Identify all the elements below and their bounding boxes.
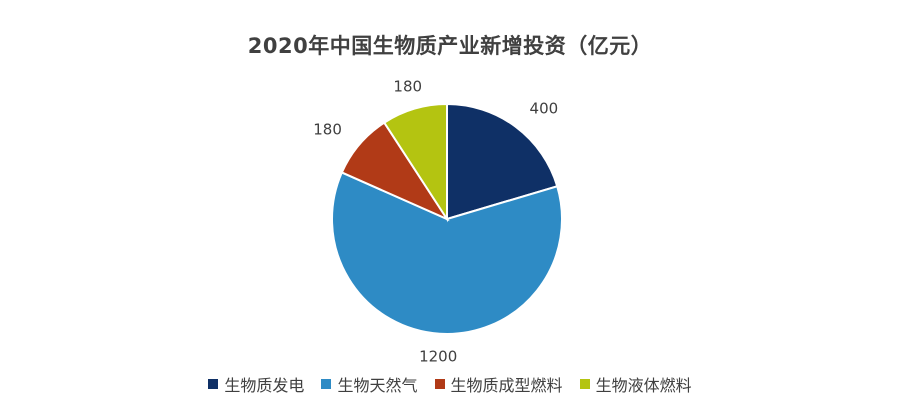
data-label-biogas: 1200 [419,348,457,366]
legend-item-solid-fuel: 生物质成型燃料 [434,372,563,396]
data-label-solid-fuel: 180 [313,121,342,139]
legend-swatch-biogas [321,379,332,389]
pie-slice-biomass-power [446,102,559,221]
legend-label-solid-fuel: 生物质成型燃料 [450,376,563,395]
data-label-liquid-fuel: 180 [393,78,422,96]
legend-label-biomass-power: 生物质发电 [224,376,305,395]
pie-slice-biogas [331,171,563,335]
legend-item-biogas: 生物天然气 [321,372,417,396]
legend-swatch-liquid-fuel [579,379,590,389]
legend-label-liquid-fuel: 生物液体燃料 [595,376,692,395]
legend-swatch-solid-fuel [434,379,445,389]
data-label-biomass-power: 400 [530,99,559,117]
pie-slice-liquid-fuel [382,102,448,223]
chart-title: 2020年中国生物质产业新增投资（亿元） [247,34,653,58]
legend-label-biogas: 生物天然气 [337,376,418,395]
legend-item-liquid-fuel: 生物液体燃料 [579,372,692,396]
legend-item-biomass-power: 生物质发电 [208,372,304,396]
legend: 生物质发电 生物天然气 生物质成型燃料 生物液体燃料 [0,372,900,396]
legend-swatch-biomass-power [208,379,219,389]
